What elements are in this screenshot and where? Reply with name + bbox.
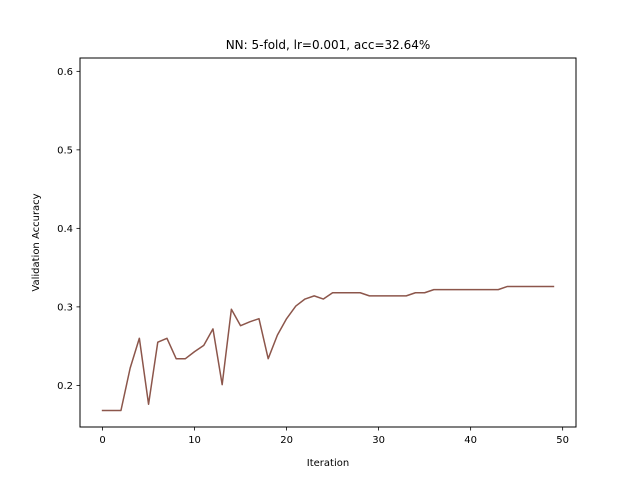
x-tick-label: 50 <box>556 435 569 446</box>
plot-area <box>101 285 555 412</box>
y-axis-label: Validation Accuracy <box>31 193 42 291</box>
x-tick-label: 40 <box>464 435 477 446</box>
y-tick-label: 0.5 <box>57 145 73 156</box>
x-axis-label: Iteration <box>307 458 349 469</box>
x-tick-label: 30 <box>372 435 385 446</box>
chart-title: NN: 5-fold, lr=0.001, acc=32.64% <box>226 38 431 52</box>
x-tick-label: 20 <box>280 435 293 446</box>
y-tick-label: 0.6 <box>57 67 73 78</box>
x-tick-label: 10 <box>188 435 201 446</box>
y-tick-label: 0.3 <box>57 302 73 313</box>
x-tick-label: 0 <box>99 435 105 446</box>
y-tick-label: 0.4 <box>57 224 73 235</box>
plot-frame <box>79 57 577 428</box>
axis-ticks: 0 10 20 30 40 50 0.2 0.3 0.4 0.5 0.6 <box>57 67 569 446</box>
y-tick-label: 0.2 <box>57 381 73 392</box>
series-line-0 <box>101 285 555 412</box>
